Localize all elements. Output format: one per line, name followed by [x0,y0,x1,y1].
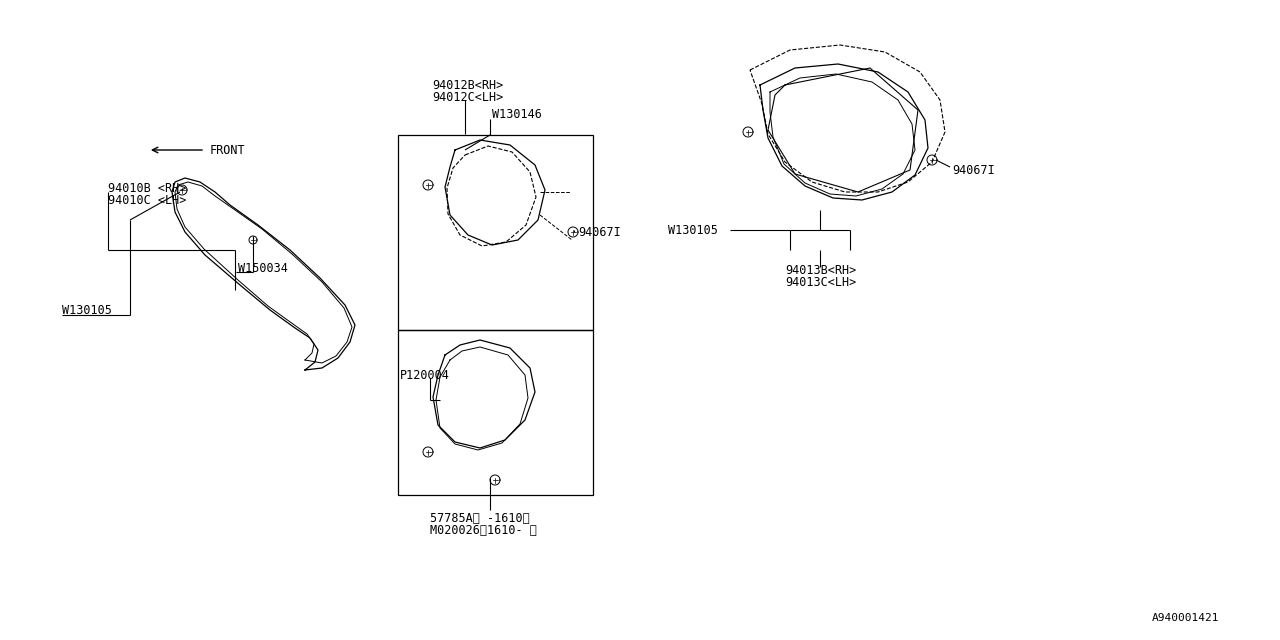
Text: 94013C<LH>: 94013C<LH> [785,275,856,289]
Bar [398,330,593,495]
Text: 94013B<RH>: 94013B<RH> [785,264,856,276]
Bar [398,135,593,330]
Text: W130105: W130105 [668,223,718,237]
Text: 94067I: 94067I [579,225,621,239]
Text: 94010C <LH>: 94010C <LH> [108,193,187,207]
Text: 57785A（ -1610）: 57785A（ -1610） [430,511,530,525]
Text: P120004: P120004 [401,369,449,381]
Text: A940001421: A940001421 [1152,613,1220,623]
Text: W130105: W130105 [61,303,111,317]
Text: 94010B <RH>: 94010B <RH> [108,182,187,195]
Text: 94012C<LH>: 94012C<LH> [433,90,503,104]
Text: 94012B<RH>: 94012B<RH> [433,79,503,92]
Text: W150034: W150034 [238,262,288,275]
Text: M020026（1610- ）: M020026（1610- ） [430,524,536,536]
Text: 94067I: 94067I [952,163,995,177]
Text: W130146: W130146 [492,108,541,120]
Text: FRONT: FRONT [210,143,246,157]
